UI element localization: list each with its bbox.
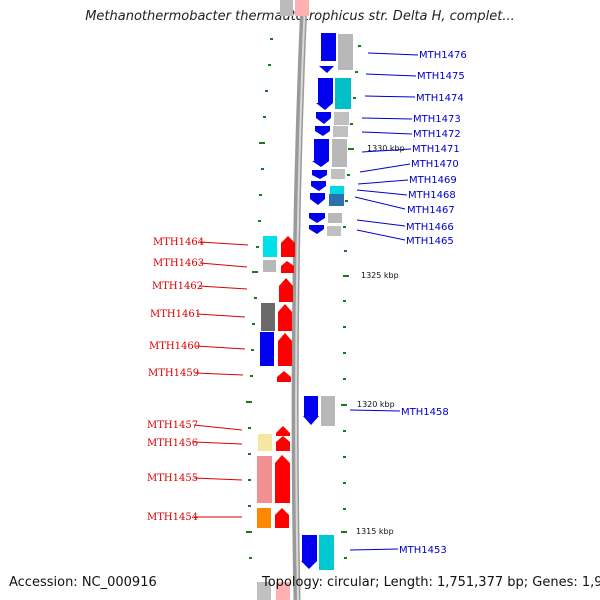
gene-label[interactable]: MTH1455 [147, 473, 198, 484]
gene-label[interactable]: MTH1467 [407, 205, 455, 216]
gene-mth1462[interactable] [279, 278, 293, 302]
gene-label[interactable]: MTH1462 [152, 281, 203, 292]
partial-feature-bottom-pink[interactable] [276, 582, 290, 600]
leader-lines-left [193, 241, 249, 518]
gene-mth1457[interactable] [276, 426, 290, 436]
gene-label[interactable]: MTH1466 [406, 222, 454, 233]
gene-mth1463[interactable] [263, 260, 294, 273]
gene-label[interactable]: MTH1460 [149, 341, 200, 352]
kbp-label: 1320 kbp [357, 400, 395, 409]
gene-mth1460[interactable] [260, 332, 292, 366]
gene-mth1455[interactable] [257, 455, 290, 503]
gene-label[interactable]: MTH1470 [411, 159, 459, 170]
accession-label: Accession: NC_000916 [9, 575, 157, 590]
gene-label[interactable]: MTH1456 [147, 438, 198, 449]
ticks-right [341, 45, 361, 559]
gene-label[interactable]: MTH1472 [413, 129, 461, 140]
kbp-label: 1315 kbp [356, 527, 394, 536]
gene-mth1468[interactable] [311, 181, 344, 206]
gene-mth1461[interactable] [261, 303, 292, 331]
gene-mth1471[interactable] [312, 139, 347, 167]
partial-feature-top-pink[interactable] [295, 0, 309, 16]
gene-mth1458[interactable] [303, 396, 335, 426]
gene-mth1454[interactable] [257, 508, 289, 528]
partial-feature-top-gray[interactable] [280, 0, 293, 16]
gene-mth1465[interactable] [309, 225, 341, 236]
gene-mth1476[interactable] [319, 33, 353, 73]
gene-mth1459[interactable] [277, 371, 291, 382]
partial-feature-bottom-gray[interactable] [257, 582, 271, 600]
gene-label[interactable]: MTH1469 [409, 175, 457, 186]
gene-mth1474[interactable] [316, 78, 351, 110]
gene-label[interactable]: MTH1463 [153, 258, 204, 269]
topology-label: Topology: circular; Length: 1,751,377 bp… [262, 575, 600, 590]
gene-label[interactable]: MTH1458 [401, 407, 449, 418]
genome-backbone [291, 0, 308, 600]
gene-mth1466[interactable] [309, 213, 342, 223]
gene-label[interactable]: MTH1459 [148, 368, 199, 379]
gene-label[interactable]: MTH1473 [413, 114, 461, 125]
gene-label[interactable]: MTH1471 [412, 144, 460, 155]
gene-label[interactable]: MTH1474 [416, 93, 464, 104]
kbp-label: 1330 kbp [367, 144, 405, 153]
gene-mth1473[interactable] [316, 112, 349, 125]
gene-label[interactable]: MTH1476 [419, 50, 467, 61]
leader-lines-right [349, 52, 419, 551]
gene-label[interactable]: MTH1454 [147, 512, 198, 523]
gene-label[interactable]: MTH1465 [406, 236, 454, 247]
gene-mth1472[interactable] [315, 126, 348, 137]
gene-label[interactable]: MTH1453 [399, 545, 447, 556]
gene-mth1453[interactable] [301, 535, 334, 570]
gene-mth1469[interactable] [312, 169, 345, 179]
gene-mth1456[interactable] [258, 434, 290, 451]
ticks-left [246, 38, 273, 559]
gene-mth1464[interactable] [263, 236, 295, 257]
gene-label[interactable]: MTH1475 [417, 71, 465, 82]
gene-label[interactable]: MTH1457 [147, 420, 198, 431]
gene-label[interactable]: MTH1468 [408, 190, 456, 201]
gene-mth1467[interactable] [310, 193, 325, 205]
kbp-label: 1325 kbp [361, 271, 399, 280]
gene-label[interactable]: MTH1464 [153, 237, 204, 248]
gene-label[interactable]: MTH1461 [150, 309, 201, 320]
